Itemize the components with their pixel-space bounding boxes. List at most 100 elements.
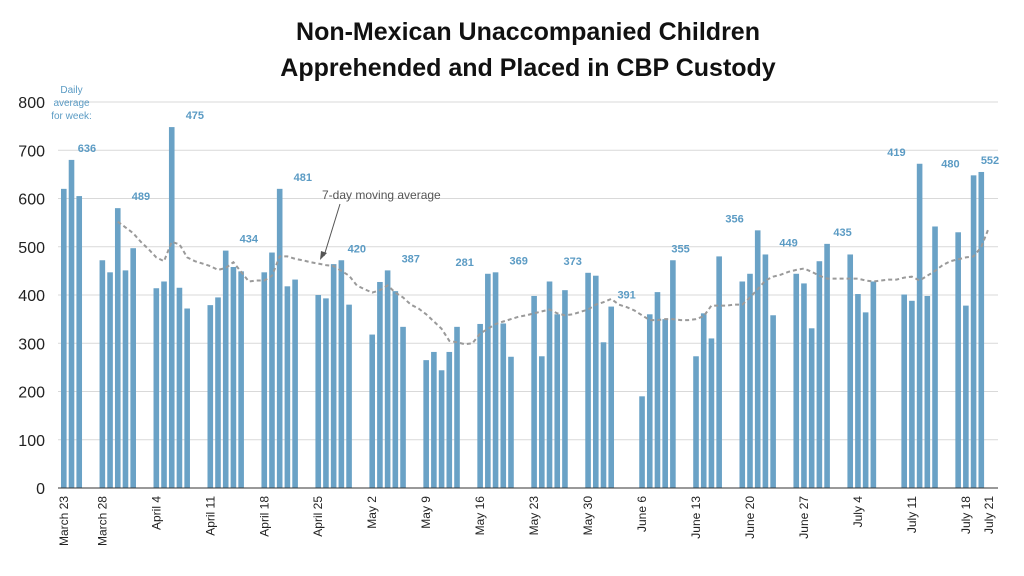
- bar-day-119: [978, 171, 985, 488]
- weekly-average-label: 475: [186, 110, 204, 122]
- weekly-average-label: 435: [833, 227, 851, 239]
- x-tick-label: May 2: [365, 496, 379, 529]
- x-tick-label: July 18: [959, 496, 973, 534]
- bar-day-43: [392, 291, 399, 488]
- bar-day-111: [916, 163, 923, 488]
- bar-day-104: [862, 312, 869, 488]
- bar-day-13: [161, 281, 167, 488]
- bar-day-71: [608, 306, 615, 488]
- bar-day-51: [454, 326, 460, 488]
- bar-day-63: [546, 281, 553, 488]
- weekly-average-labels: 636 489 475 434 481 420 387 281 369 373 391 355 356 4…: [78, 110, 999, 301]
- annotation-pointer-line: [323, 203, 341, 257]
- weekly-note-line: for week:: [51, 111, 92, 122]
- chart-title-line-1: Non-Mexican Unaccompanied Children: [296, 18, 760, 46]
- x-tick-label: June 20: [743, 496, 757, 539]
- bar-day-54: [477, 323, 483, 488]
- bar-day-77: [654, 292, 661, 488]
- bars: [58, 127, 998, 489]
- bar-day-68: [585, 272, 591, 488]
- x-tick-label: April 4: [149, 496, 163, 530]
- bar-day-29: [284, 286, 291, 488]
- bar-day-14: [168, 127, 175, 488]
- y-tick-label-0: 0: [36, 481, 45, 498]
- bar-day-12: [153, 288, 160, 488]
- bar-day-92: [770, 315, 776, 488]
- bar-day-30: [292, 279, 298, 488]
- weekly-average-label: 636: [78, 143, 96, 155]
- weekly-average-label: 449: [779, 237, 797, 249]
- bar-day-116: [955, 232, 961, 488]
- bar-day-69: [592, 275, 599, 488]
- bar-day-70: [600, 342, 607, 488]
- x-tick-label: May 30: [581, 496, 595, 536]
- weekly-note-line: Daily: [60, 85, 82, 96]
- bar-day-84: [708, 338, 715, 488]
- bar-day-65: [562, 290, 568, 488]
- bar-day-41: [377, 281, 383, 488]
- bar-day-76: [646, 314, 653, 488]
- weekly-average-label: 356: [725, 213, 743, 225]
- bar-day-99: [824, 243, 830, 488]
- bar-day-36: [338, 260, 345, 488]
- y-tick-label-200: 200: [18, 385, 45, 402]
- weekly-average-label: 481: [294, 172, 312, 184]
- bar-day-2: [76, 196, 83, 488]
- x-axis-ticks: March 23 March 28 April 4 April 11 April 18 A…: [57, 496, 996, 546]
- bar-day-16: [184, 308, 190, 488]
- y-axis-ticks: 0 100 200 300 400 500 600 700 800: [18, 95, 45, 498]
- bar-day-28: [276, 188, 283, 488]
- y-tick-label-500: 500: [18, 240, 45, 257]
- x-tick-label: March 28: [95, 496, 109, 546]
- bar-day-96: [801, 283, 807, 488]
- bar-day-117: [963, 305, 969, 488]
- moving-average-annotation: 7-day moving average: [320, 188, 441, 260]
- weekly-average-label: 281: [456, 257, 474, 269]
- x-tick-label: May 9: [419, 496, 433, 529]
- y-tick-label-300: 300: [18, 336, 45, 353]
- bar-day-75: [639, 396, 645, 488]
- bar-day-15: [176, 287, 183, 488]
- bar-day-23: [238, 271, 244, 488]
- bar-day-0: [61, 188, 67, 488]
- bar-day-118: [970, 175, 977, 488]
- weekly-note-line: average: [53, 98, 90, 109]
- bar-day-26: [261, 272, 268, 488]
- y-tick-label-400: 400: [18, 288, 45, 305]
- bar-day-37: [346, 304, 352, 488]
- weekly-average-label: 355: [671, 243, 689, 255]
- weekly-average-label: 391: [617, 290, 635, 302]
- bar-day-8: [122, 270, 129, 488]
- bar-day-89: [747, 273, 753, 488]
- x-tick-label: April 18: [257, 496, 271, 537]
- bar-day-57: [500, 323, 507, 488]
- bar-day-1: [68, 159, 75, 488]
- bar-day-109: [901, 294, 907, 488]
- bar-day-35: [330, 264, 337, 488]
- chart-title-line-2: Apprehended and Placed in CBP Custody: [280, 54, 776, 82]
- x-tick-label: May 16: [473, 496, 487, 536]
- bar-day-34: [323, 298, 329, 488]
- bar-day-97: [808, 328, 815, 488]
- bar-day-50: [446, 351, 453, 488]
- bar-day-64: [554, 314, 561, 488]
- bar-day-105: [870, 281, 877, 488]
- y-tick-label-700: 700: [18, 143, 45, 160]
- gridlines: [58, 101, 998, 441]
- bar-day-20: [215, 297, 221, 488]
- bar-day-58: [508, 356, 514, 488]
- bar-day-103: [855, 294, 861, 488]
- bar-day-91: [762, 254, 769, 488]
- bar-day-88: [739, 281, 746, 488]
- y-tick-label-800: 800: [18, 95, 45, 112]
- y-tick-label-100: 100: [18, 433, 45, 450]
- bar-day-82: [693, 356, 699, 488]
- bar-day-113: [932, 226, 938, 489]
- weekly-average-label: 373: [563, 256, 581, 268]
- weekly-average-label: 489: [132, 191, 150, 203]
- bar-day-6: [107, 272, 113, 488]
- bar-day-27: [269, 252, 275, 488]
- bar-day-9: [130, 248, 136, 488]
- bar-day-95: [793, 273, 800, 488]
